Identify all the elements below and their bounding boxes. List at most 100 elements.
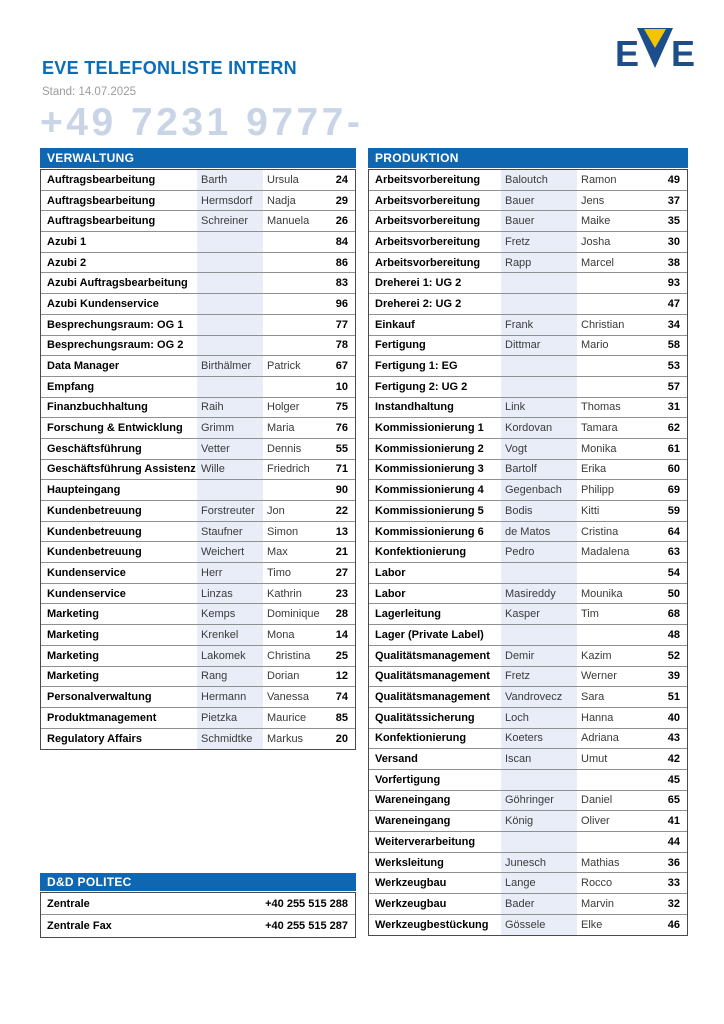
extension-cell: 34 [667, 318, 680, 331]
firstname-cell: Tim [581, 608, 599, 621]
lastname-cell: Bauer [501, 211, 577, 232]
lastname-cell [197, 314, 263, 335]
extension-cell: 83 [335, 277, 348, 290]
extension-cell: 43 [667, 732, 680, 745]
table-row: Werkzeugbau Bader Marvin 32 [369, 894, 687, 915]
table-row: Azubi Kundenservice 96 [41, 294, 355, 315]
extension-cell: 47 [667, 297, 680, 310]
extension-cell: 39 [667, 670, 680, 683]
lastname-cell: Schmidtke [197, 728, 263, 750]
extension-cell: 27 [335, 566, 348, 579]
department-cell: Haupteingang [47, 484, 121, 497]
firstname-cell [577, 356, 649, 376]
firstname-cell: Werner [581, 670, 617, 683]
firstname-cell: Manuela [267, 215, 310, 228]
department-cell: Qualitätssicherung [375, 711, 475, 724]
department-cell: Marketing [47, 628, 99, 641]
department-cell: Auftragsbearbeitung [47, 173, 156, 186]
lastname-cell: Link [501, 397, 577, 418]
extension-cell: 52 [667, 649, 680, 662]
department-cell: Dreherei 1: UG 2 [375, 277, 462, 290]
firstname-cell: Tamara [581, 422, 618, 435]
lastname-cell: Vetter [197, 438, 263, 459]
lastname-cell [501, 376, 577, 397]
lastname-cell: de Matos [501, 521, 577, 542]
lastname-cell: Kemps [197, 604, 263, 625]
lastname-cell: Göhringer [501, 790, 577, 811]
firstname-cell [577, 377, 649, 397]
lastname-cell: Frank [501, 314, 577, 335]
lastname-cell [197, 376, 263, 397]
table-row: Arbeitsvorbereitung Rapp Marcel 38 [369, 252, 687, 274]
table-row: Konfektionierung Pedro Madalena 63 [369, 542, 687, 564]
department-cell: Azubi 2 [47, 256, 87, 269]
table-row: Vorfertigung 45 [369, 769, 687, 791]
extension-cell: 48 [667, 628, 680, 641]
table-row: Qualitätsmanagement Demir Kazim 52 [369, 645, 687, 667]
lastname-cell: Gössele [501, 914, 577, 936]
table-row: Versand Iscan Umut 42 [369, 749, 687, 770]
lastname-cell [501, 273, 577, 294]
department-cell: Empfang [47, 380, 95, 393]
lastname-cell: Gegenbach [501, 480, 577, 500]
lastname-cell: Rang [197, 666, 263, 687]
extension-cell: 71 [335, 463, 348, 476]
extension-cell: 21 [335, 546, 348, 559]
department-cell: Labor [375, 587, 406, 600]
table-row: Kundenbetreuung Staufner Simon 13 [41, 521, 355, 543]
firstname-cell: Simon [267, 525, 299, 538]
firstname-cell: Kitti [581, 504, 600, 517]
extension-cell: 12 [335, 670, 348, 683]
extension-cell: 86 [335, 256, 348, 269]
lastname-cell [501, 832, 577, 852]
firstname-cell [263, 232, 323, 252]
lastname-cell [197, 252, 263, 273]
left-column: VERWALTUNG Auftragsbearbeitung Barth Ursul… [40, 148, 356, 939]
table-row: Empfang 10 [41, 376, 355, 398]
firstname-cell: Markus [267, 732, 304, 745]
lastname-cell [197, 335, 263, 356]
firstname-cell: Cristina [581, 525, 619, 538]
table-row: Marketing Lakomek Christina 25 [41, 645, 355, 667]
lastname-cell: Hermann [197, 687, 263, 707]
number-cell: +40 255 515 287 [265, 920, 348, 933]
lastname-cell: Bader [501, 894, 577, 914]
extension-cell: 44 [667, 835, 680, 848]
firstname-cell: Mathias [581, 856, 620, 869]
department-cell: Azubi Auftragsbearbeitung [47, 277, 188, 290]
extension-cell: 25 [335, 649, 348, 662]
firstname-cell: Monika [581, 442, 617, 455]
table-row: Dreherei 1: UG 2 93 [369, 273, 687, 295]
extension-cell: 20 [335, 732, 348, 745]
table-row: Haupteingang 90 [41, 480, 355, 501]
table-row: Besprechungsraum: OG 1 77 [41, 314, 355, 336]
lastname-cell: Bodis [501, 501, 577, 521]
firstname-cell: Christina [267, 649, 311, 662]
extension-cell: 74 [335, 691, 348, 704]
firstname-cell: Jon [267, 504, 285, 517]
department-cell: Kommissionierung 5 [375, 504, 484, 517]
table-row: Instandhaltung Link Thomas 31 [369, 397, 687, 419]
lastname-cell: Fretz [501, 666, 577, 687]
firstname-cell [577, 832, 649, 852]
table-row: Werksleitung Junesch Mathias 36 [369, 852, 687, 874]
firstname-cell: Rocco [581, 877, 613, 890]
firstname-cell: Umut [581, 753, 608, 766]
department-cell: Arbeitsvorbereitung [375, 215, 481, 228]
firstname-cell: Holger [267, 401, 300, 414]
extension-cell: 78 [335, 339, 348, 352]
svg-text:E: E [615, 33, 639, 70]
lastname-cell: Rapp [501, 252, 577, 273]
lastname-cell: Pietzka [197, 707, 263, 728]
politec-table-header: D&D POLITEC [40, 873, 356, 892]
department-cell: Geschäftsführung [47, 442, 142, 455]
department-cell: Finanzbuchhaltung [47, 401, 148, 414]
department-cell: Besprechungsraum: OG 1 [47, 318, 184, 331]
extension-cell: 96 [335, 297, 348, 310]
table-row: Kommissionierung 6 de Matos Cristina 64 [369, 521, 687, 543]
table-row: Marketing Kemps Dominique 28 [41, 604, 355, 626]
department-cell: Kommissionierung 4 [375, 484, 484, 497]
table-row: Kommissionierung 4 Gegenbach Philipp 69 [369, 480, 687, 501]
department-cell: Forschung & Entwicklung [47, 422, 183, 435]
